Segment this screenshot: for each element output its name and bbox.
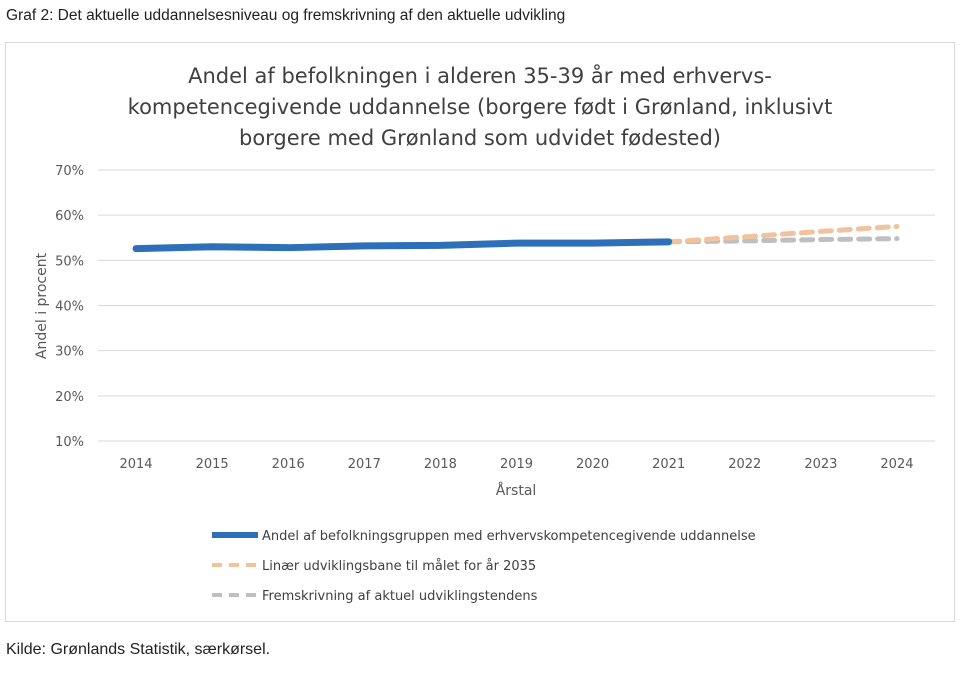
y-tick-label: 50% [55, 254, 84, 269]
x-tick-label: 2019 [500, 457, 533, 472]
x-tick-label: 2018 [424, 457, 457, 472]
x-tick-label: 2020 [576, 457, 609, 472]
chart-title: borgere med Grønland som udvidet fødeste… [239, 126, 721, 150]
legend-label: Andel af befolkningsgruppen med erhvervs… [262, 529, 756, 544]
chart-frame [5, 42, 955, 622]
x-tick-label: 2021 [652, 457, 685, 472]
y-tick-label: 40% [55, 300, 84, 315]
legend-label: Fremskrivning af aktuel udviklingstenden… [262, 589, 538, 604]
x-tick-label: 2016 [272, 457, 305, 472]
x-axis-label: Årstal [496, 482, 537, 499]
y-axis-label: Andel i procent [34, 252, 50, 359]
x-tick-label: 2022 [728, 457, 761, 472]
chart-title: Andel af befolkningen i alderen 35-39 år… [188, 63, 772, 88]
legend-label: Linær udviklingsbane til målet for år 20… [262, 559, 536, 574]
series-line [666, 236, 900, 245]
y-tick-label: 30% [55, 345, 84, 360]
x-tick-label: 2015 [196, 457, 229, 472]
series-line [666, 223, 900, 245]
figure-caption: Graf 2: Det aktuelle uddannelsesniveau o… [6, 7, 566, 24]
x-tick-label: 2014 [119, 457, 152, 472]
x-tick-label: 2024 [880, 457, 913, 472]
y-tick-label: 70% [55, 164, 84, 179]
x-tick-label: 2023 [804, 457, 837, 472]
series-line [132, 238, 673, 253]
y-tick-label: 10% [55, 435, 84, 450]
chart-title: kompetencegivende uddannelse (borgere fø… [128, 95, 833, 119]
source-note: Kilde: Grønlands Statistik, særkørsel. [6, 641, 271, 658]
y-tick-label: 20% [55, 390, 84, 405]
y-tick-label: 60% [55, 209, 84, 224]
x-tick-label: 2017 [348, 457, 381, 472]
